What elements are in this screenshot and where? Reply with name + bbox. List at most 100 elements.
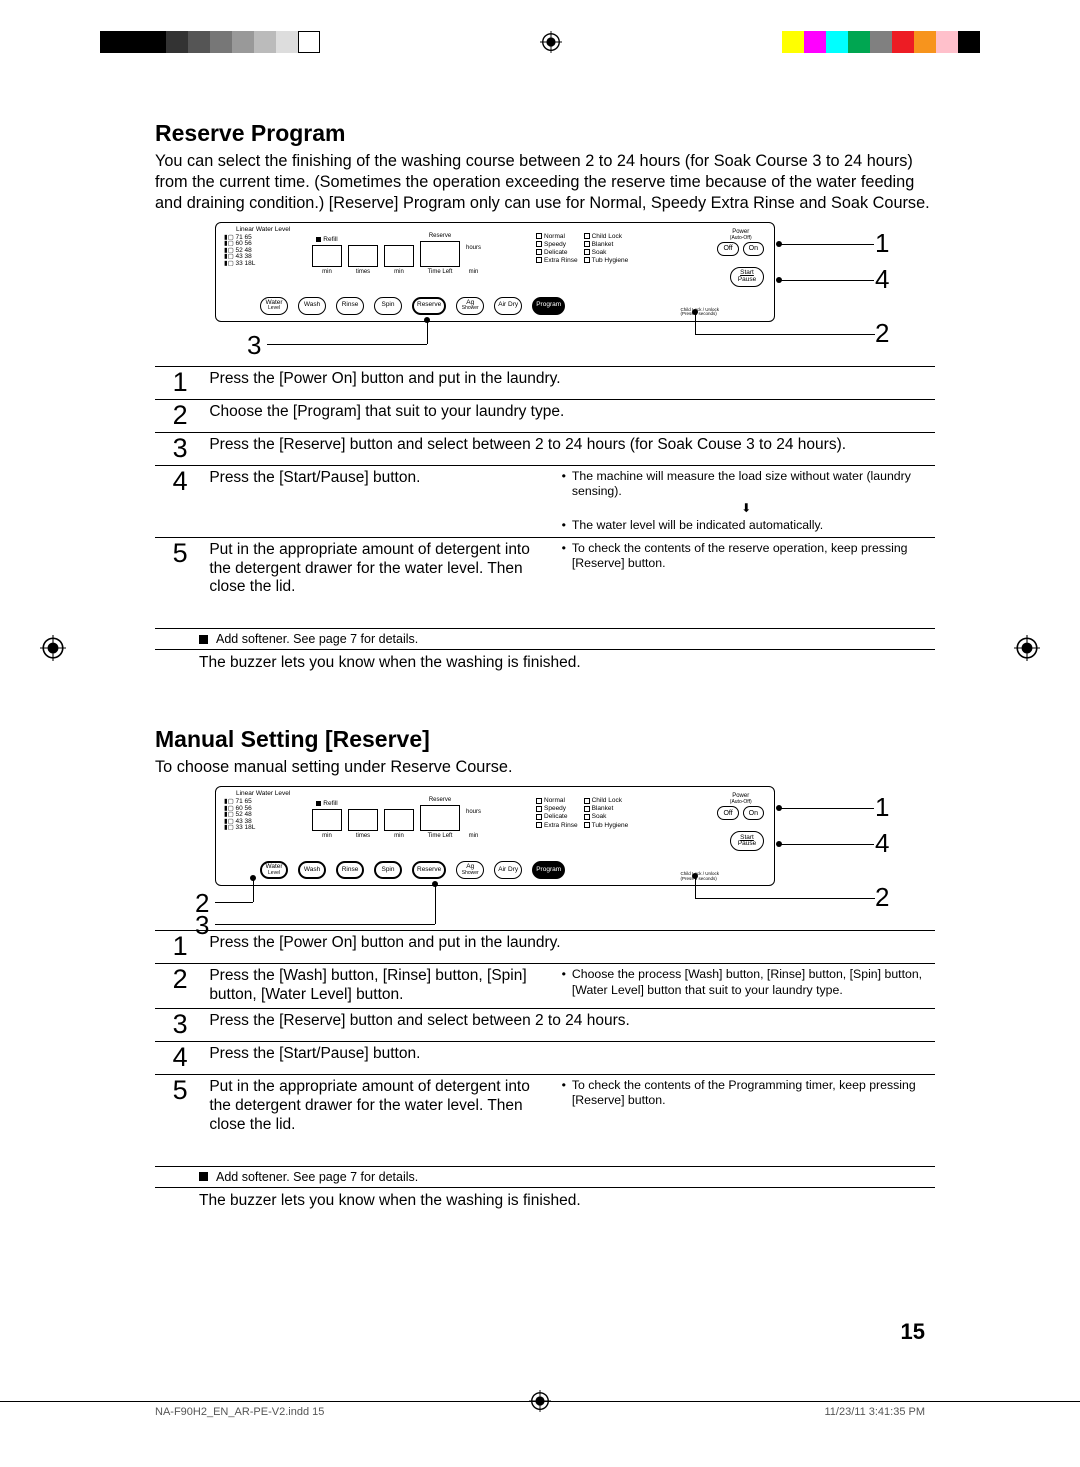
callout-line — [779, 808, 874, 809]
buzzer-note: The buzzer lets you know when the washin… — [199, 1192, 935, 1210]
water-level-scale: ▮▢ 71 65▮▢ 60 56▮▢ 52 48▮▢ 43 38▮▢ 33 18… — [224, 799, 255, 832]
panel-box: Linear Water Level ▮▢ 71 65▮▢ 60 56▮▢ 52 … — [215, 786, 775, 886]
footer-timestamp: 11/23/11 3:41:35 PM — [825, 1406, 926, 1418]
registration-mark-right-icon — [1014, 635, 1040, 661]
step-side-notes: •To check the contents of the Programmin… — [558, 1075, 935, 1138]
panel-button: Program — [532, 861, 565, 879]
panel-button: Spin — [374, 297, 402, 315]
step-side-notes: •The machine will measure the load size … — [558, 465, 935, 537]
callout-dot-icon — [776, 841, 782, 847]
callout-line — [215, 902, 253, 903]
footer-file: NA-F90H2_EN_AR-PE-V2.indd 15 — [155, 1406, 324, 1418]
callout-line — [253, 878, 254, 902]
callout-line — [695, 334, 875, 335]
power-on-button: On — [743, 242, 764, 256]
step-text: Press the [Start/Pause] button. — [205, 1042, 935, 1075]
panel-button: WaterLevel — [260, 297, 288, 315]
step-text: Put in the appropriate amount of deterge… — [205, 537, 557, 600]
step-number: 3 — [155, 432, 205, 465]
step-text: Choose the [Program] that suit to your l… — [205, 399, 935, 432]
program-button-sub: Child Lock / Unlock(Press 5 seconds) — [680, 308, 719, 317]
color-bar — [782, 31, 980, 53]
panel-button: Wash — [298, 861, 326, 879]
power-off-button: Off — [717, 242, 738, 256]
panel-button: AgShower — [456, 297, 484, 315]
callout-number: 3 — [247, 330, 261, 361]
section-intro: You can select the finishing of the wash… — [155, 151, 935, 214]
buzzer-note: The buzzer lets you know when the washin… — [199, 654, 935, 672]
buttons-row: WaterLevelWashRinseSpinReserveAgShowerAi… — [260, 861, 565, 879]
step-number: 1 — [155, 366, 205, 399]
step-number: 4 — [155, 1042, 205, 1075]
registration-mark-left-icon — [40, 635, 66, 661]
section-title: Manual Setting [Reserve] — [155, 726, 935, 753]
callout-number: 1 — [875, 792, 889, 823]
water-level-scale: ▮▢ 71 65▮▢ 60 56▮▢ 52 48▮▢ 43 38▮▢ 33 18… — [224, 235, 255, 268]
square-bullet-icon — [199, 635, 208, 644]
callout-number: 4 — [875, 264, 889, 295]
step-text: Press the [Start/Pause] button. — [205, 465, 557, 537]
readouts: RefillmintimesminReserveTime Lefthoursmi… — [312, 797, 481, 839]
step-side-notes: •Choose the process [Wash] button, [Rins… — [558, 964, 935, 1009]
content: Reserve Program You can select the finis… — [155, 120, 935, 1210]
power-on-button: On — [743, 806, 764, 820]
step-number: 2 — [155, 964, 205, 1009]
callout-line — [695, 312, 696, 334]
step-number: 3 — [155, 1009, 205, 1042]
control-panel-diagram: Linear Water Level▮▢ 71 65▮▢ 60 56▮▢ 52 … — [175, 222, 915, 362]
panel-box: Linear Water Level▮▢ 71 65▮▢ 60 56▮▢ 52 … — [215, 222, 775, 322]
water-level-title: Linear Water Level — [236, 790, 290, 797]
down-arrow-icon: ⬇ — [562, 501, 931, 516]
step-number: 5 — [155, 537, 205, 600]
panel-button: WaterLevel — [260, 861, 288, 879]
power-area: Power(Auto-Off)OffOn — [717, 229, 764, 256]
grayscale-bar — [100, 31, 320, 53]
step-text: Press the [Wash] button, [Rinse] button,… — [205, 964, 557, 1009]
callout-dot-icon — [776, 805, 782, 811]
power-area: Power(Auto-Off)OffOn — [717, 793, 764, 820]
step-text: Put in the appropriate amount of deterge… — [205, 1075, 557, 1138]
softener-note: Add softener. See page 7 for details. — [155, 628, 935, 650]
callout-number: 4 — [875, 828, 889, 859]
step-number: 5 — [155, 1075, 205, 1138]
page-number: 15 — [901, 1319, 925, 1345]
panel-button: Reserve — [412, 297, 446, 315]
callout-line — [267, 344, 427, 345]
panel-button: Air Dry — [494, 861, 522, 879]
callout-line — [779, 844, 874, 845]
step-text: Press the [Power On] button and put in t… — [205, 366, 935, 399]
power-off-button: Off — [717, 806, 738, 820]
square-bullet-icon — [199, 1172, 208, 1181]
registration-mark-footer-icon — [529, 1390, 551, 1412]
step-number: 2 — [155, 399, 205, 432]
callout-line — [695, 898, 875, 899]
readouts: RefillmintimesminReserveTime Lefthoursmi… — [312, 233, 481, 275]
section-intro: To choose manual setting under Reserve C… — [155, 757, 935, 778]
section-title: Reserve Program — [155, 120, 935, 147]
callout-line — [427, 320, 428, 344]
step-text: Press the [Reserve] button and select be… — [205, 432, 935, 465]
start-pause-button: StartPause — [730, 831, 764, 851]
panel-button: Spin — [374, 861, 402, 879]
start-pause-button: StartPause — [730, 267, 764, 287]
softener-text: Add softener. See page 7 for details. — [216, 1170, 418, 1184]
softener-text: Add softener. See page 7 for details. — [216, 632, 418, 646]
callout-line — [215, 924, 435, 925]
program-button-sub: Child Lock / Unlock(Press 5 seconds) — [680, 872, 719, 881]
panel-button: AgShower — [456, 861, 484, 879]
callout-line — [695, 876, 696, 898]
callout-number: 2 — [875, 882, 889, 913]
panel-button: Wash — [298, 297, 326, 315]
callout-number: 1 — [875, 228, 889, 259]
callout-line — [779, 280, 874, 281]
callout-dot-icon — [432, 881, 438, 887]
program-options: NormalSpeedyDelicateExtra RinseChild Loc… — [536, 233, 628, 266]
callout-line — [779, 244, 874, 245]
page: Reserve Program You can select the finis… — [0, 0, 1080, 1467]
callout-dot-icon — [776, 241, 782, 247]
step-text: Press the [Power On] button and put in t… — [205, 931, 935, 964]
callout-dot-icon — [692, 309, 698, 315]
panel-button: Rinse — [336, 861, 364, 879]
callout-number: 2 — [875, 318, 889, 349]
buttons-row: WaterLevelWashRinseSpinReserveAgShowerAi… — [260, 297, 565, 315]
